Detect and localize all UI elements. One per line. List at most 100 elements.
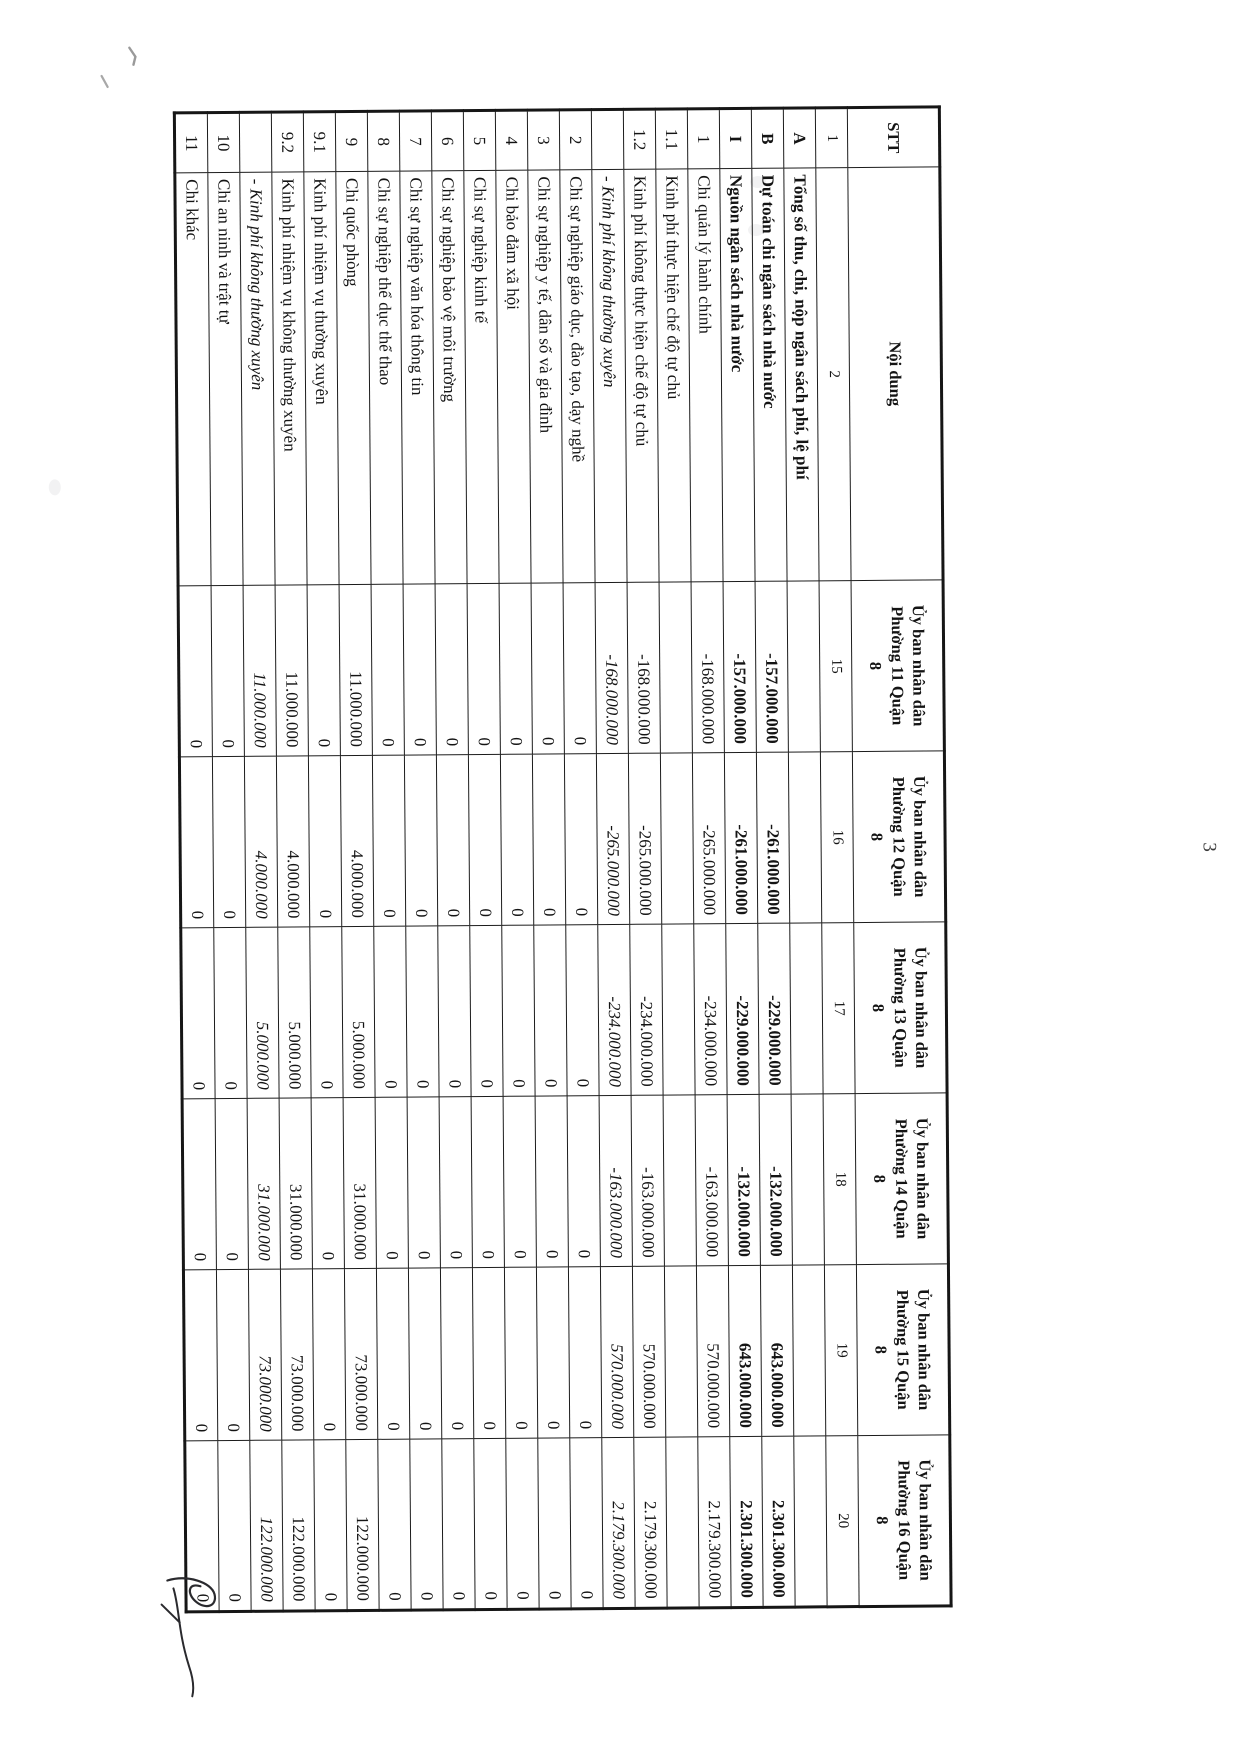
row-stt: 8 [367,111,400,172]
row-stt: 11 [174,112,208,173]
value-cell: -234.000.000 [629,924,664,1096]
value-cell: 0 [407,1096,441,1269]
value-cell: 0 [217,1440,252,1612]
value-cell: 31.000.000 [279,1097,313,1270]
row-stt: B [751,108,784,169]
value-cell: -163.000.000 [695,1094,729,1266]
row-stt: 1.2 [623,109,656,170]
row-stt: 1.1 [655,108,688,170]
value-cell: 0 [183,1269,218,1441]
value-cell: 0 [499,583,533,755]
column-number: 1 [815,107,848,168]
row-label: Tổng số thu, chi, nộp ngân sách phí, lệ … [783,167,820,582]
value-cell: 0 [563,582,597,754]
row-label: Nguồn ngân sách nhà nước [719,168,756,582]
rotated-landscape-sheet: 3 STT Nội dung Ủy ban nhân dân Phường 11… [3,0,1240,1754]
value-cell: 0 [501,925,536,1097]
value-cell: 0 [472,1267,506,1439]
column-number: 19 [824,1264,858,1436]
value-cell: 11.000.000 [243,585,277,757]
value-cell [661,923,696,1096]
value-cell [663,1094,697,1267]
scan-smudge [748,224,764,236]
value-cell: 0 [565,924,600,1096]
value-cell: 0 [437,925,472,1097]
value-cell: 0 [505,1438,540,1610]
value-cell: -168.000.000 [595,582,629,754]
value-cell: 0 [536,1266,570,1439]
value-cell: 0 [307,584,341,756]
row-stt: 1 [687,108,720,169]
value-cell: 570.000.000 [632,1266,666,1438]
pencil-mark [100,74,109,89]
value-cell: 0 [436,754,470,926]
header-stt: STT [847,106,940,168]
row-label: - Kinh phí không thường xuyên [591,169,628,583]
value-cell: -265.000.000 [628,753,662,925]
value-cell: 0 [372,755,406,927]
value-cell: -132.000.000 [759,1094,793,1266]
value-cell [789,922,824,1095]
row-stt [239,112,272,173]
value-cell: -261.000.000 [756,752,790,924]
value-cell: 0 [500,754,534,926]
value-cell: 0 [216,1269,250,1441]
header-unit-phuong-14: Ủy ban nhân dân Phường 14 Quận 8 [855,1092,949,1265]
value-cell: 0 [441,1438,476,1610]
row-stt: 9 [335,111,368,172]
row-stt: 7 [399,110,432,172]
value-cell: 73.000.000 [344,1268,378,1440]
value-cell: 0 [408,1267,442,1440]
value-cell: 5.000.000 [245,927,280,1099]
pencil-mark [128,46,137,66]
value-cell [792,1264,826,1437]
value-cell: -265.000.000 [692,752,726,924]
row-label: Kinh phí thực hiện chế độ tự chủ [655,168,692,583]
value-cell: 0 [373,926,408,1098]
header-unit-phuong-15: Ủy ban nhân dân Phường 15 Quận 8 [856,1263,950,1436]
value-cell: 0 [178,585,213,757]
header-unit-phuong-13: Ủy ban nhân dân Phường 13 Quận 8 [853,921,948,1094]
column-number: 2 [815,167,852,581]
row-label: Kinh phí không thực hiện chế độ tự chủ [623,169,660,583]
value-cell: 0 [182,1098,217,1270]
value-cell: -163.000.000 [599,1095,633,1267]
value-cell: -234.000.000 [597,924,632,1096]
table-header-row: STT Nội dung Ủy ban nhân dân Phường 11 Q… [847,106,952,1607]
value-cell: 0 [405,925,440,1098]
header-unit-phuong-16: Ủy ban nhân dân Phường 16 Quận 8 [857,1434,952,1607]
value-cell: 0 [504,1267,538,1439]
value-cell: 0 [468,754,502,926]
value-cell: 0 [308,755,342,927]
value-cell [660,752,694,925]
value-cell: 570.000.000 [600,1266,634,1438]
row-stt: 9.1 [303,111,336,172]
value-cell: 0 [212,756,246,928]
row-stt: A [783,107,816,169]
value-cell: 11.000.000 [275,584,309,757]
value-cell: 0 [213,927,248,1099]
value-cell: 0 [568,1266,602,1438]
row-label: Kinh phí nhiệm vụ thường xuyên [303,171,340,585]
value-cell: -157.000.000 [723,581,757,753]
value-cell: 0 [404,754,438,927]
value-cell: 0 [467,583,501,755]
value-cell: 0 [435,583,469,755]
row-stt: 4 [495,110,528,171]
value-cell: -163.000.000 [631,1095,665,1267]
row-label: Chi sự nghiệp văn hóa thông tin [399,170,436,585]
value-cell: 0 [532,753,566,926]
value-cell: 31.000.000 [343,1097,377,1269]
row-label: Chi sự nghiệp giáo dục, đào tạo, dạy ngh… [559,169,596,583]
value-cell: 2.301.300.000 [761,1436,796,1608]
row-label: Dự toán chi ngân sách nhà nước [751,168,788,582]
value-cell: 0 [469,925,504,1097]
budget-table: STT Nội dung Ủy ban nhân dân Phường 11 Q… [172,105,953,1614]
value-cell: 0 [309,926,344,1098]
value-cell: 0 [211,585,245,757]
row-label: Chi an ninh và trật tự [207,172,244,586]
value-cell: 0 [533,924,568,1097]
value-cell: 0 [531,582,565,755]
value-cell: 2.179.300.000 [697,1436,732,1608]
